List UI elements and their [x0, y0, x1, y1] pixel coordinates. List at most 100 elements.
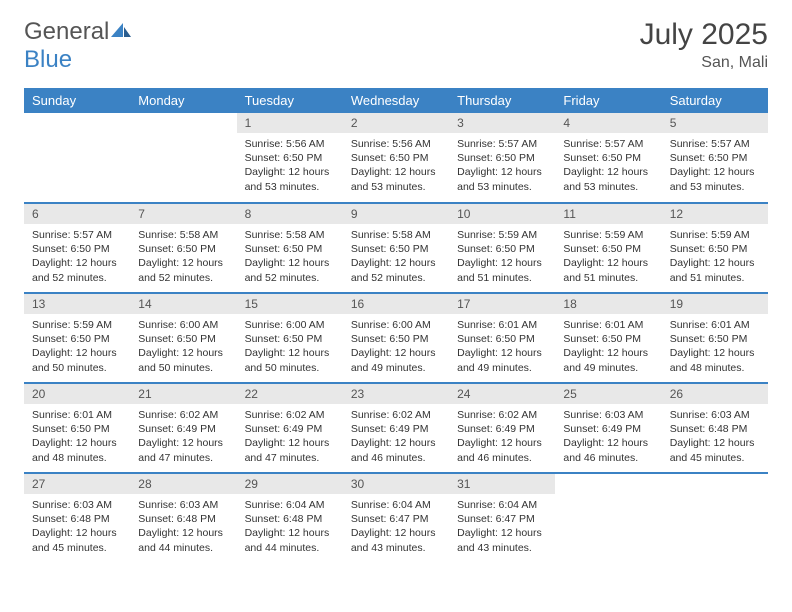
day-body: Sunrise: 5:56 AMSunset: 6:50 PMDaylight:…	[237, 133, 343, 198]
sunrise-line: Sunrise: 6:00 AM	[245, 318, 335, 332]
sunset-line: Sunset: 6:49 PM	[245, 422, 335, 436]
day-number: 4	[555, 113, 661, 133]
calendar-cell: 7Sunrise: 5:58 AMSunset: 6:50 PMDaylight…	[130, 203, 236, 293]
day-body: Sunrise: 6:02 AMSunset: 6:49 PMDaylight:…	[343, 404, 449, 469]
day-body: Sunrise: 6:03 AMSunset: 6:48 PMDaylight:…	[24, 494, 130, 559]
calendar-cell: 23Sunrise: 6:02 AMSunset: 6:49 PMDayligh…	[343, 383, 449, 473]
day-body: Sunrise: 5:57 AMSunset: 6:50 PMDaylight:…	[555, 133, 661, 198]
sail-icon	[109, 21, 133, 39]
calendar-cell: 25Sunrise: 6:03 AMSunset: 6:49 PMDayligh…	[555, 383, 661, 473]
day-body: Sunrise: 5:57 AMSunset: 6:50 PMDaylight:…	[449, 133, 555, 198]
day-number: 19	[662, 294, 768, 314]
day-body: Sunrise: 6:01 AMSunset: 6:50 PMDaylight:…	[449, 314, 555, 379]
sunset-line: Sunset: 6:50 PM	[563, 242, 653, 256]
daylight-line: Daylight: 12 hours and 50 minutes.	[138, 346, 228, 374]
calendar-cell: 5Sunrise: 5:57 AMSunset: 6:50 PMDaylight…	[662, 113, 768, 203]
daylight-line: Daylight: 12 hours and 49 minutes.	[457, 346, 547, 374]
sunrise-line: Sunrise: 5:57 AM	[457, 137, 547, 151]
day-body: Sunrise: 6:01 AMSunset: 6:50 PMDaylight:…	[24, 404, 130, 469]
day-number: 8	[237, 204, 343, 224]
brand-part1: General	[24, 18, 109, 45]
sunset-line: Sunset: 6:50 PM	[351, 332, 441, 346]
calendar-row: 13Sunrise: 5:59 AMSunset: 6:50 PMDayligh…	[24, 293, 768, 383]
day-number: 9	[343, 204, 449, 224]
calendar-cell: 30Sunrise: 6:04 AMSunset: 6:47 PMDayligh…	[343, 473, 449, 563]
daylight-line: Daylight: 12 hours and 53 minutes.	[245, 165, 335, 193]
day-number: 25	[555, 384, 661, 404]
logo-text: GeneralBlue	[24, 18, 133, 74]
day-number: 29	[237, 474, 343, 494]
sunrise-line: Sunrise: 6:02 AM	[457, 408, 547, 422]
sunset-line: Sunset: 6:50 PM	[32, 422, 122, 436]
calendar-cell: 6Sunrise: 5:57 AMSunset: 6:50 PMDaylight…	[24, 203, 130, 293]
day-number: 14	[130, 294, 236, 314]
day-body: Sunrise: 5:58 AMSunset: 6:50 PMDaylight:…	[237, 224, 343, 289]
sunset-line: Sunset: 6:50 PM	[457, 332, 547, 346]
calendar-cell: 24Sunrise: 6:02 AMSunset: 6:49 PMDayligh…	[449, 383, 555, 473]
calendar-cell: 9Sunrise: 5:58 AMSunset: 6:50 PMDaylight…	[343, 203, 449, 293]
day-body: Sunrise: 6:02 AMSunset: 6:49 PMDaylight:…	[449, 404, 555, 469]
day-body: Sunrise: 5:59 AMSunset: 6:50 PMDaylight:…	[449, 224, 555, 289]
calendar-cell: 16Sunrise: 6:00 AMSunset: 6:50 PMDayligh…	[343, 293, 449, 383]
calendar-cell	[130, 113, 236, 203]
day-number: 21	[130, 384, 236, 404]
day-body: Sunrise: 6:03 AMSunset: 6:48 PMDaylight:…	[130, 494, 236, 559]
day-number: 2	[343, 113, 449, 133]
calendar-row: 1Sunrise: 5:56 AMSunset: 6:50 PMDaylight…	[24, 113, 768, 203]
sunrise-line: Sunrise: 5:58 AM	[245, 228, 335, 242]
sunrise-line: Sunrise: 6:01 AM	[32, 408, 122, 422]
weekday-header: Wednesday	[343, 88, 449, 113]
sunset-line: Sunset: 6:50 PM	[32, 332, 122, 346]
daylight-line: Daylight: 12 hours and 50 minutes.	[32, 346, 122, 374]
sunrise-line: Sunrise: 5:56 AM	[245, 137, 335, 151]
daylight-line: Daylight: 12 hours and 46 minutes.	[563, 436, 653, 464]
day-number: 10	[449, 204, 555, 224]
location: San, Mali	[640, 54, 768, 72]
day-body: Sunrise: 6:00 AMSunset: 6:50 PMDaylight:…	[343, 314, 449, 379]
sunrise-line: Sunrise: 6:03 AM	[32, 498, 122, 512]
day-number: 30	[343, 474, 449, 494]
day-number: 3	[449, 113, 555, 133]
calendar-cell: 22Sunrise: 6:02 AMSunset: 6:49 PMDayligh…	[237, 383, 343, 473]
daylight-line: Daylight: 12 hours and 49 minutes.	[351, 346, 441, 374]
sunset-line: Sunset: 6:50 PM	[245, 151, 335, 165]
day-body: Sunrise: 5:58 AMSunset: 6:50 PMDaylight:…	[343, 224, 449, 289]
calendar-cell: 19Sunrise: 6:01 AMSunset: 6:50 PMDayligh…	[662, 293, 768, 383]
day-body: Sunrise: 5:57 AMSunset: 6:50 PMDaylight:…	[24, 224, 130, 289]
day-number: 23	[343, 384, 449, 404]
day-body: Sunrise: 6:01 AMSunset: 6:50 PMDaylight:…	[662, 314, 768, 379]
sunrise-line: Sunrise: 6:04 AM	[351, 498, 441, 512]
sunrise-line: Sunrise: 6:04 AM	[245, 498, 335, 512]
sunset-line: Sunset: 6:50 PM	[563, 151, 653, 165]
sunset-line: Sunset: 6:50 PM	[457, 151, 547, 165]
weekday-header-row: Sunday Monday Tuesday Wednesday Thursday…	[24, 88, 768, 113]
day-number: 12	[662, 204, 768, 224]
sunset-line: Sunset: 6:49 PM	[351, 422, 441, 436]
day-body: Sunrise: 5:58 AMSunset: 6:50 PMDaylight:…	[130, 224, 236, 289]
day-number: 13	[24, 294, 130, 314]
calendar-cell: 27Sunrise: 6:03 AMSunset: 6:48 PMDayligh…	[24, 473, 130, 563]
day-body: Sunrise: 6:02 AMSunset: 6:49 PMDaylight:…	[130, 404, 236, 469]
calendar-row: 6Sunrise: 5:57 AMSunset: 6:50 PMDaylight…	[24, 203, 768, 293]
weekday-header: Saturday	[662, 88, 768, 113]
daylight-line: Daylight: 12 hours and 45 minutes.	[670, 436, 760, 464]
calendar-cell: 29Sunrise: 6:04 AMSunset: 6:48 PMDayligh…	[237, 473, 343, 563]
day-number: 1	[237, 113, 343, 133]
sunrise-line: Sunrise: 6:02 AM	[138, 408, 228, 422]
daylight-line: Daylight: 12 hours and 51 minutes.	[670, 256, 760, 284]
daylight-line: Daylight: 12 hours and 51 minutes.	[563, 256, 653, 284]
day-body: Sunrise: 5:59 AMSunset: 6:50 PMDaylight:…	[555, 224, 661, 289]
daylight-line: Daylight: 12 hours and 53 minutes.	[670, 165, 760, 193]
header: GeneralBlue July 2025 San, Mali	[24, 18, 768, 74]
sunset-line: Sunset: 6:50 PM	[245, 332, 335, 346]
sunset-line: Sunset: 6:49 PM	[457, 422, 547, 436]
day-number: 11	[555, 204, 661, 224]
sunrise-line: Sunrise: 6:03 AM	[138, 498, 228, 512]
calendar-cell: 20Sunrise: 6:01 AMSunset: 6:50 PMDayligh…	[24, 383, 130, 473]
sunset-line: Sunset: 6:50 PM	[563, 332, 653, 346]
day-number: 26	[662, 384, 768, 404]
daylight-line: Daylight: 12 hours and 51 minutes.	[457, 256, 547, 284]
calendar-cell: 13Sunrise: 5:59 AMSunset: 6:50 PMDayligh…	[24, 293, 130, 383]
calendar-cell: 4Sunrise: 5:57 AMSunset: 6:50 PMDaylight…	[555, 113, 661, 203]
sunset-line: Sunset: 6:47 PM	[351, 512, 441, 526]
